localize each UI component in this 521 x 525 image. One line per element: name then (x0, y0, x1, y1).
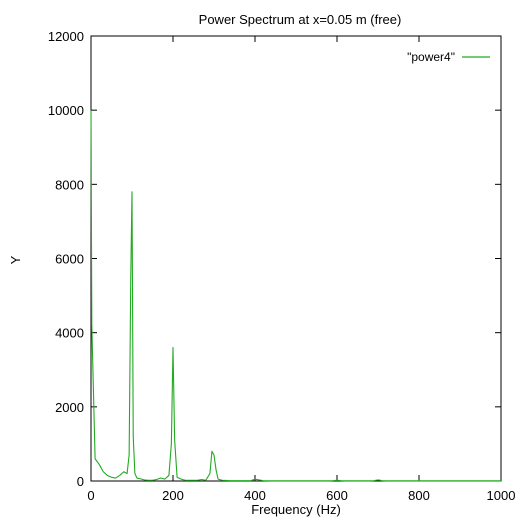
y-tick-label: 4000 (55, 326, 84, 341)
y-tick-label: 12000 (48, 29, 84, 44)
y-tick-label: 10000 (48, 103, 84, 118)
x-tick-label: 600 (326, 488, 348, 503)
y-axis-ticks: 0 2000 4000 6000 8000 10000 12000 (48, 29, 501, 489)
legend-label: "power4" (407, 50, 455, 64)
x-tick-label: 200 (162, 488, 184, 503)
chart-title: Power Spectrum at x=0.05 m (free) (199, 12, 402, 27)
series-line-power4 (90, 110, 501, 482)
x-tick-label: 400 (244, 488, 266, 503)
x-axis-label: Frequency (Hz) (251, 502, 341, 517)
series-layer (90, 110, 501, 482)
y-tick-label: 6000 (55, 252, 84, 267)
y-tick-label: 2000 (55, 400, 84, 415)
x-axis-ticks: 0 200 400 600 800 1000 (87, 36, 515, 503)
x-tick-label: 800 (408, 488, 430, 503)
legend: "power4" (407, 50, 490, 64)
x-tick-label: 1000 (487, 488, 516, 503)
y-tick-label: 0 (77, 474, 84, 489)
x-tick-label: 0 (87, 488, 94, 503)
y-axis-label: Y (8, 255, 23, 264)
plot-frame (90, 35, 502, 482)
y-tick-label: 8000 (55, 177, 84, 192)
